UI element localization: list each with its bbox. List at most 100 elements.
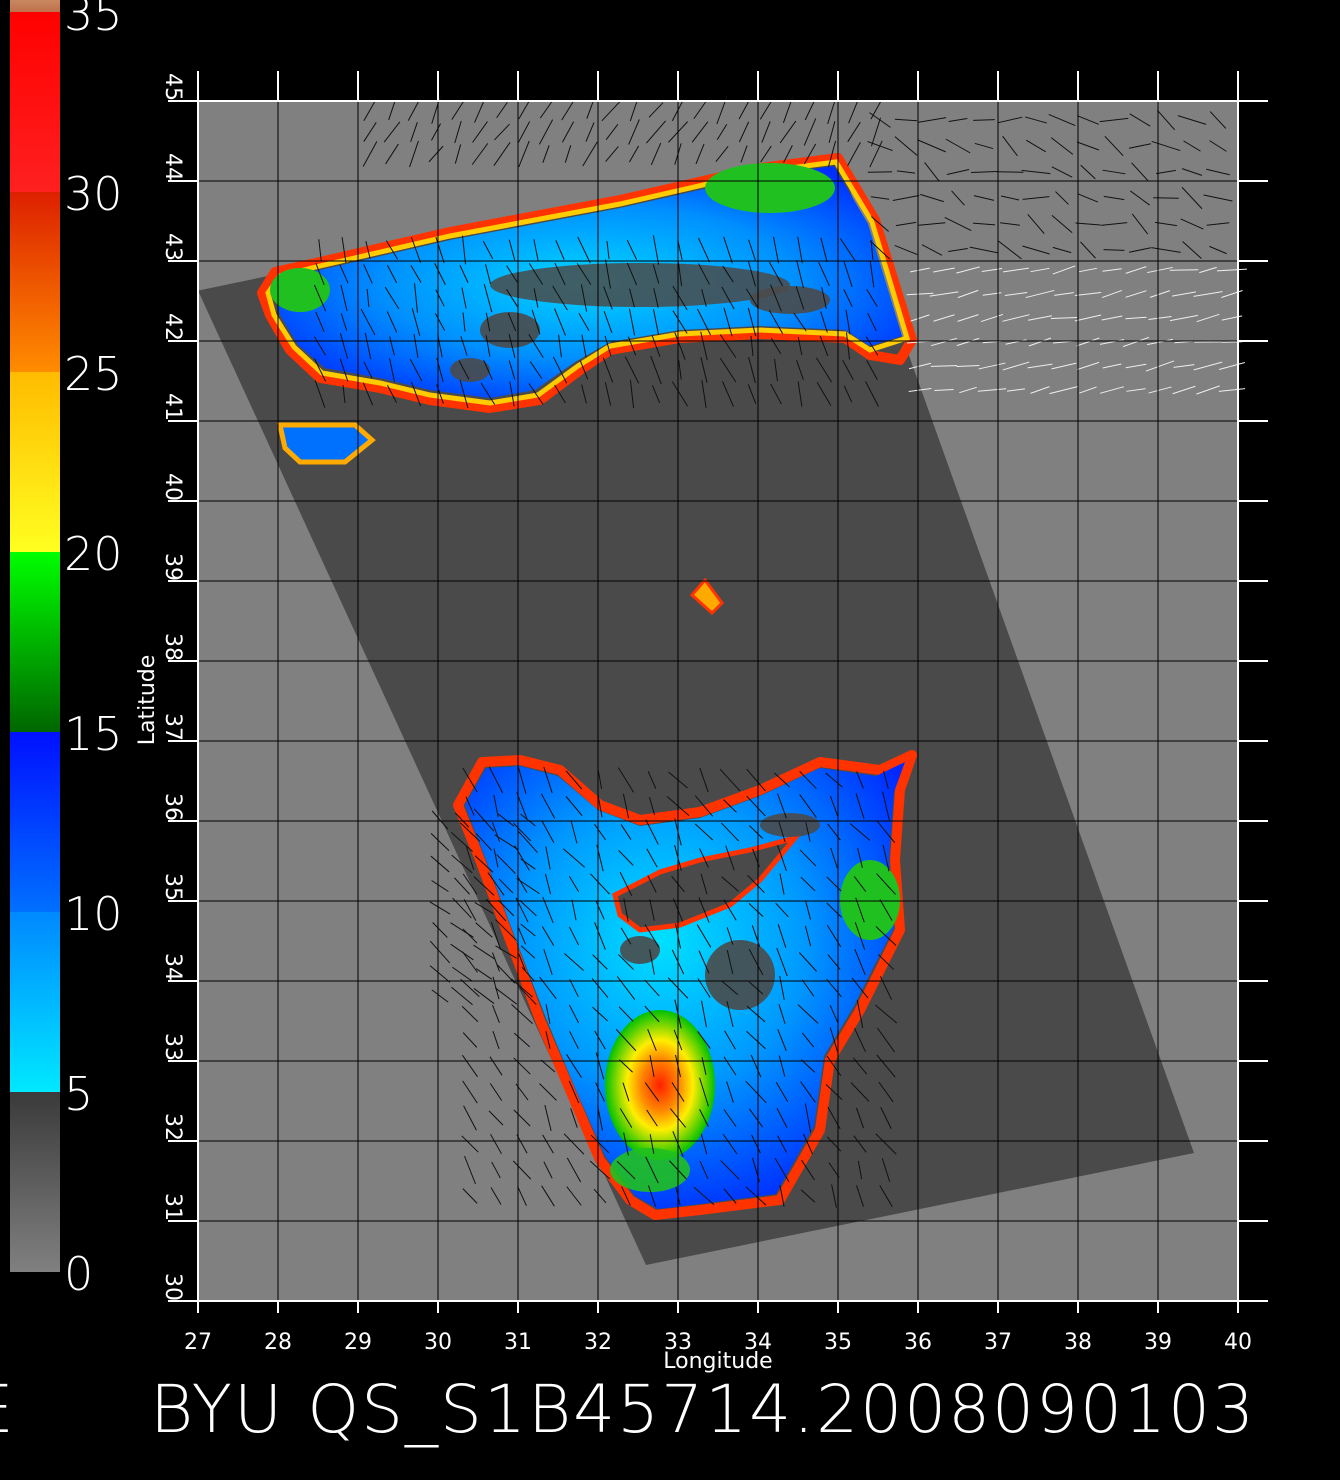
wind-vector — [1125, 316, 1147, 320]
wind-vector — [1052, 246, 1072, 254]
wind-vector — [619, 1059, 633, 1073]
wind-vector — [621, 1186, 631, 1206]
wind-vector — [429, 965, 451, 983]
wind-vector — [973, 119, 995, 121]
wind-vector — [516, 1134, 528, 1154]
wind-vector — [829, 1004, 839, 1024]
wind-vector — [1155, 221, 1177, 227]
wind-vector — [594, 823, 606, 841]
wind-vector — [462, 1080, 478, 1104]
wind-vector — [804, 99, 816, 121]
wind-vector — [828, 1162, 840, 1178]
wind-vector — [800, 876, 816, 892]
wind-vector — [880, 1107, 892, 1129]
wind-vector — [508, 360, 516, 380]
wind-vector — [496, 964, 516, 984]
wind-vector — [796, 360, 804, 380]
wind-vector — [541, 1185, 555, 1207]
wind-vector — [908, 388, 932, 392]
wind-vector — [875, 926, 897, 946]
wind-vector — [483, 283, 493, 313]
wind-vector — [779, 120, 797, 144]
wind-vector — [956, 337, 980, 347]
wind-vector — [783, 145, 793, 163]
wind-vector — [463, 1105, 477, 1131]
wind-vector — [644, 1005, 660, 1023]
wind-vector — [473, 988, 495, 1004]
map-ticks: 27 28 29 30 31 32 33 34 35 36 37 38 39 40 30 31 32 33 34 35… — [160, 71, 1268, 1355]
wind-vector — [839, 238, 857, 262]
wind-vector — [594, 1030, 606, 1050]
wind-vector — [715, 146, 729, 162]
strong-wind-patch — [840, 860, 900, 940]
wind-vector — [1050, 317, 1078, 319]
wind-vector — [1054, 292, 1074, 296]
wind-vector — [1074, 314, 1102, 322]
wind-vector — [845, 332, 851, 360]
wind-vector — [747, 384, 757, 404]
wind-vector — [1055, 191, 1069, 205]
wind-vector — [699, 1109, 709, 1127]
wind-vector — [616, 976, 636, 1000]
wind-vector — [558, 334, 562, 358]
wind-vector — [605, 259, 611, 289]
lat-tick-label: 36 — [160, 793, 185, 821]
wind-vector — [777, 924, 787, 948]
wind-vector — [488, 766, 504, 794]
wind-vector — [876, 1054, 896, 1078]
wind-vector — [847, 121, 861, 143]
wind-vector — [386, 384, 398, 404]
wind-vector — [723, 236, 733, 264]
wind-vector — [624, 356, 640, 384]
wind-vector — [555, 240, 565, 260]
wind-vector — [652, 308, 660, 336]
wind-vector — [701, 289, 707, 307]
wind-vector — [857, 1160, 863, 1180]
wind-vector — [508, 239, 516, 261]
wind-vector — [896, 170, 916, 174]
wind-vector — [626, 239, 638, 261]
wind-vector — [1049, 385, 1079, 395]
wind-vector — [797, 336, 803, 356]
wind-vector — [870, 100, 882, 120]
wind-vector — [857, 847, 863, 869]
wind-vector — [1002, 135, 1018, 157]
wind-vector — [586, 101, 594, 119]
wind-vector — [777, 1135, 787, 1153]
wind-vector — [580, 284, 588, 312]
wind-vector — [342, 384, 346, 404]
wind-vector — [775, 902, 789, 918]
wind-vector — [818, 261, 830, 287]
wind-vector — [1027, 214, 1045, 234]
wind-vector — [1180, 218, 1204, 230]
wind-vector — [529, 361, 543, 379]
wind-vector — [850, 1082, 870, 1102]
wind-vector — [1181, 168, 1203, 176]
wind-vector — [407, 99, 421, 121]
wind-vector — [719, 768, 741, 792]
wind-vector — [773, 236, 779, 264]
wind-vector — [623, 898, 629, 922]
wind-vector — [1099, 339, 1125, 345]
wind-vector — [719, 334, 737, 358]
wind-vector — [628, 308, 636, 336]
wind-vector — [511, 1004, 533, 1024]
wind-vector — [1102, 169, 1126, 175]
wind-vector — [564, 145, 572, 163]
wind-vector — [768, 261, 784, 287]
wind-vector — [748, 981, 764, 995]
wind-vector — [1079, 386, 1097, 394]
marmara-sea — [276, 422, 376, 465]
wind-vector — [465, 846, 475, 870]
wind-vector — [1052, 265, 1076, 275]
wind-vector — [981, 267, 1003, 273]
wind-vector — [651, 335, 661, 357]
wind-vector — [803, 118, 817, 146]
wind-vector — [581, 384, 587, 404]
wind-vector — [747, 307, 757, 337]
wind-vector — [506, 289, 518, 307]
wind-vector — [410, 265, 422, 283]
wind-vector — [454, 144, 462, 164]
wind-vector — [826, 1136, 842, 1152]
wind-vector — [313, 284, 327, 312]
